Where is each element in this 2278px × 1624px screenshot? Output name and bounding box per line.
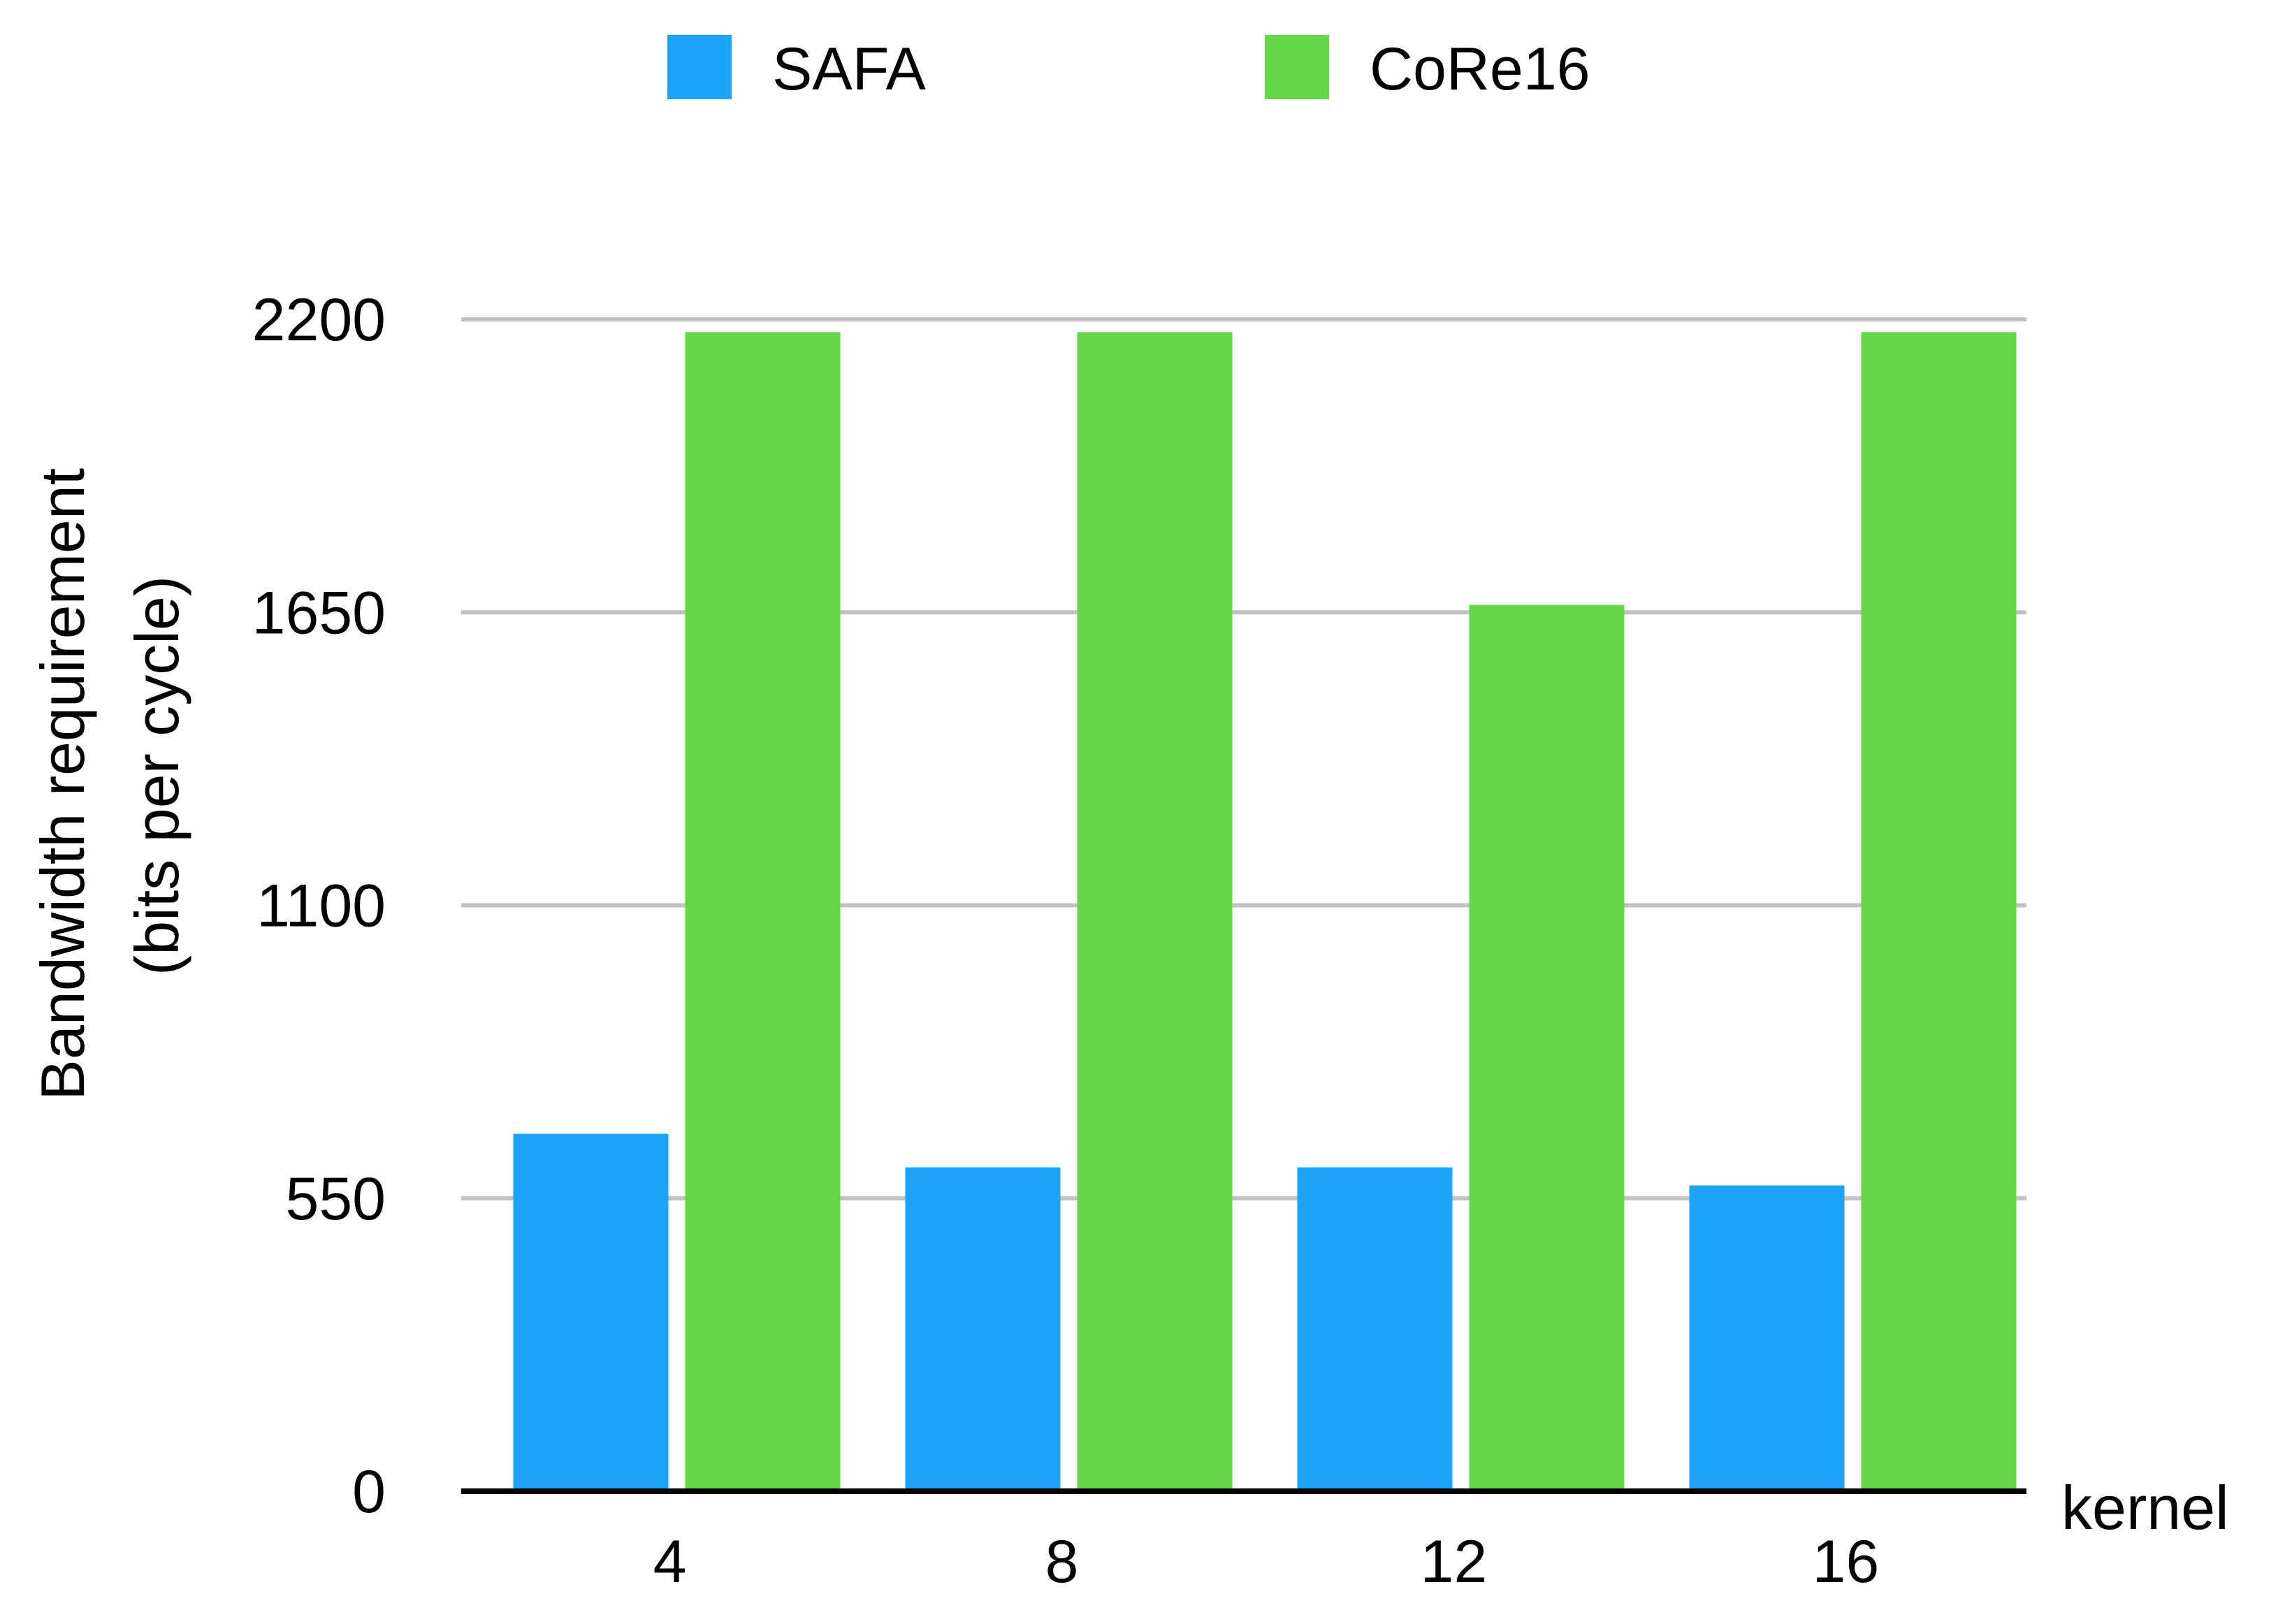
legend: SAFA CoRe16 [667,35,1590,103]
bar-core16-4 [685,332,841,1491]
y-tick-label-0: 0 [352,1458,386,1525]
x-tick-label-4: 4 [653,1528,687,1595]
bar-core16-12 [1469,604,1625,1492]
bar-safa-8 [905,1167,1061,1491]
legend-label-core16: CoRe16 [1370,36,1590,103]
x-tick-label-8: 8 [1045,1528,1079,1595]
x-tick-label-12: 12 [1421,1528,1488,1595]
x-tick-labels: 4 8 12 16 [653,1528,1880,1595]
y-tick-label-1100: 1100 [256,873,386,940]
legend-swatch-core16 [1265,35,1329,99]
y-axis-label-line-1: Bandwidth requirement [28,468,97,1101]
y-tick-labels: 0 550 1100 1650 2200 [252,287,386,1525]
legend-swatch-safa [667,35,732,99]
y-tick-label-1650: 1650 [252,579,386,646]
y-tick-label-2200: 2200 [252,287,386,354]
x-tick-label-16: 16 [1813,1528,1880,1595]
legend-label-safa: SAFA [772,36,927,103]
bar-safa-16 [1689,1185,1845,1491]
y-tick-label-550: 550 [286,1166,386,1233]
x-axis-label: kernel [2061,1473,2229,1542]
bars [513,332,2017,1492]
y-axis-label: Bandwidth requirement (bits per cycle) [28,451,191,1100]
bar-core16-16 [1861,332,2017,1491]
bar-core16-8 [1077,332,1233,1491]
bar-safa-12 [1297,1167,1453,1491]
bar-safa-4 [513,1133,669,1491]
y-axis-label-line-2: (bits per cycle) [122,576,191,976]
